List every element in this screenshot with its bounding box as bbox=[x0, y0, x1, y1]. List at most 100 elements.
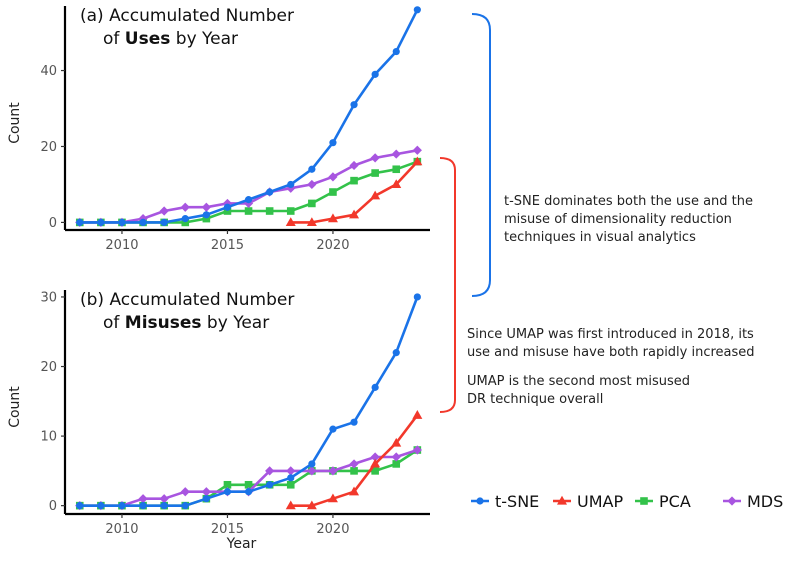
uses-point-pca bbox=[308, 199, 316, 208]
misuses-point-tsne bbox=[202, 495, 210, 503]
annotation-umap-line-1: Since UMAP was first introduced in 2018,… bbox=[467, 327, 754, 342]
misuses-xtick-label: 2015 bbox=[211, 522, 244, 537]
uses-xtick-label: 2015 bbox=[211, 238, 244, 253]
annotation-tsne-line-3: techniques in visual analytics bbox=[504, 230, 696, 245]
uses-point-tsne bbox=[160, 218, 168, 227]
misuses-point-tsne bbox=[287, 474, 295, 482]
misuses-point-tsne bbox=[76, 502, 84, 510]
uses-point-mds bbox=[159, 206, 169, 216]
annotation-tsne-line-1: t-SNE dominates both the use and the bbox=[504, 194, 753, 209]
uses-title-line-2: of Uses by Year bbox=[103, 29, 238, 49]
misuses-line-pca bbox=[79, 448, 419, 508]
misuses-point-tsne bbox=[308, 460, 316, 468]
misuses-point-mds bbox=[159, 494, 169, 504]
annotation-umap-line-4: DR technique overall bbox=[467, 392, 603, 407]
annotation-umap: Since UMAP was first introduced in 2018,… bbox=[467, 327, 755, 407]
misuses-point-tsne bbox=[371, 383, 379, 391]
misuses-xlabel: Year bbox=[226, 536, 257, 552]
misuses-point-tsne bbox=[97, 502, 105, 510]
uses-point-mds bbox=[180, 202, 190, 212]
bracket-tsne bbox=[471, 13, 491, 297]
misuses-point-pca bbox=[392, 460, 401, 468]
misuses-ytick-label: 10 bbox=[40, 430, 57, 445]
uses-point-tsne bbox=[371, 70, 379, 78]
uses-point-umap bbox=[306, 217, 317, 227]
misuses-point-pca bbox=[223, 480, 232, 489]
uses-point-mds bbox=[328, 172, 338, 182]
uses-point-pca bbox=[223, 207, 232, 215]
uses-point-tsne bbox=[350, 101, 358, 109]
legend-item-pca: PCA bbox=[635, 492, 691, 511]
annotation-umap-line-3: UMAP is the second most misused bbox=[467, 374, 690, 389]
misuses-point-tsne bbox=[413, 293, 421, 301]
misuses-xtick-label: 2020 bbox=[316, 522, 349, 537]
misuses-point-pca bbox=[371, 467, 379, 475]
misuses-point-mds bbox=[307, 466, 317, 476]
misuses-point-umap bbox=[306, 500, 317, 510]
misuses-point-mds bbox=[286, 466, 296, 476]
uses-xtick-label: 2020 bbox=[316, 238, 349, 253]
misuses-point-mds bbox=[412, 445, 422, 455]
misuses-point-tsne bbox=[223, 488, 232, 496]
uses-point-umap bbox=[349, 209, 360, 219]
misuses-point-tsne bbox=[160, 502, 168, 510]
uses-point-tsne bbox=[329, 139, 337, 147]
misuses-point-tsne bbox=[329, 425, 337, 433]
misuses-point-tsne bbox=[118, 502, 126, 510]
uses-point-tsne bbox=[244, 196, 253, 204]
uses-point-pca bbox=[350, 176, 358, 185]
uses-ylabel: Count bbox=[7, 102, 23, 144]
uses-point-tsne bbox=[97, 218, 105, 227]
misuses-point-tsne bbox=[244, 488, 253, 496]
uses-point-umap bbox=[412, 156, 423, 166]
misuses-point-pca bbox=[244, 480, 253, 489]
uses-point-tsne bbox=[139, 218, 147, 227]
annotation-tsne-line-2: misuse of dimensionality reduction bbox=[504, 212, 732, 227]
uses-point-umap bbox=[327, 213, 338, 223]
uses-point-tsne bbox=[181, 215, 189, 223]
misuses-point-mds bbox=[138, 494, 148, 504]
uses-point-tsne bbox=[392, 47, 400, 56]
uses-ytick-label: 40 bbox=[40, 64, 57, 79]
annotation-umap-line-2: use and misuse have both rapidly increas… bbox=[467, 345, 755, 360]
uses-point-pca bbox=[265, 207, 274, 215]
misuses-point-umap bbox=[349, 486, 360, 496]
misuses-point-mds bbox=[328, 466, 338, 476]
misuses-point-tsne bbox=[266, 481, 274, 489]
uses-point-umap bbox=[370, 190, 381, 200]
misuses-title-line-2: of Misuses by Year bbox=[103, 313, 269, 333]
uses-point-tsne bbox=[76, 218, 84, 227]
misuses-point-mds bbox=[201, 487, 211, 497]
uses-series-umap bbox=[285, 156, 423, 227]
uses-point-mds bbox=[391, 149, 401, 159]
uses-point-tsne bbox=[118, 218, 126, 227]
uses-point-mds bbox=[307, 179, 317, 190]
misuses-series-tsne bbox=[76, 293, 421, 510]
legend-label-pca: PCA bbox=[659, 492, 691, 511]
misuses-point-pca bbox=[350, 467, 358, 475]
misuses-series-umap bbox=[285, 410, 423, 510]
chart-uses: 0 20 40 2010 2015 2020 Count (a) Accumulated Nu… bbox=[7, 6, 430, 253]
misuses-point-mds bbox=[180, 487, 190, 497]
misuses-ytick-label: 30 bbox=[40, 290, 57, 305]
misuses-ylabel: Count bbox=[7, 386, 23, 428]
legend-marker-mds bbox=[727, 496, 737, 506]
uses-point-tsne bbox=[202, 211, 210, 219]
uses-series-pca bbox=[75, 157, 422, 227]
uses-point-pca bbox=[181, 218, 190, 227]
uses-point-tsne bbox=[266, 188, 274, 196]
uses-point-pca bbox=[202, 214, 211, 223]
misuses-point-umap bbox=[370, 458, 381, 468]
uses-point-mds bbox=[412, 145, 422, 155]
misuses-point-tsne bbox=[392, 349, 400, 357]
misuses-point-pca bbox=[286, 480, 295, 489]
uses-point-pca bbox=[392, 165, 401, 174]
misuses-ytick-label: 20 bbox=[40, 360, 57, 375]
uses-point-mds bbox=[349, 160, 359, 171]
uses-ytick-label: 0 bbox=[49, 216, 57, 231]
legend-label-umap: UMAP bbox=[577, 492, 623, 511]
uses-point-pca bbox=[244, 207, 253, 215]
uses-point-tsne bbox=[223, 203, 232, 211]
misuses-point-tsne bbox=[181, 502, 189, 510]
